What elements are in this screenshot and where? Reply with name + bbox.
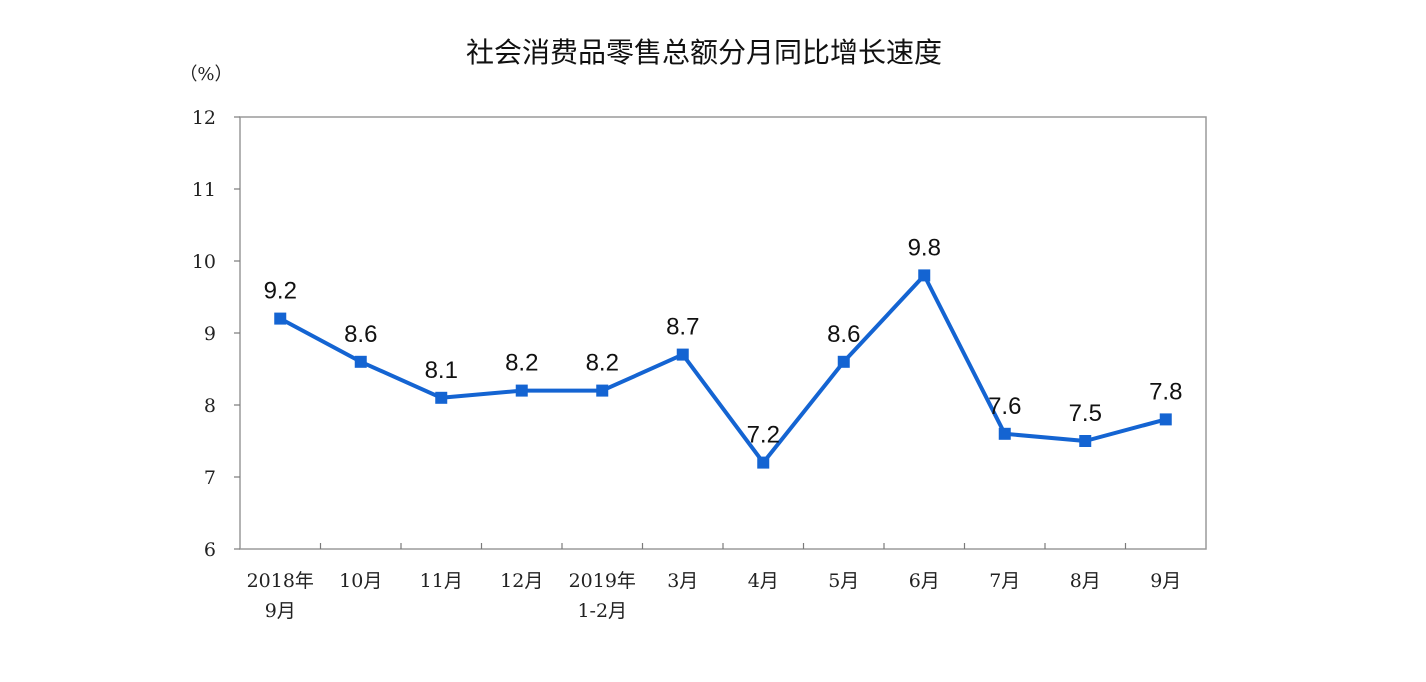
data-label-6: 7.2 (747, 422, 780, 449)
y-tick-label-0: 6 (204, 539, 216, 561)
x-tick-label-5: 3月 (667, 570, 698, 592)
data-point-5 (676, 348, 689, 361)
data-label-7: 8.6 (827, 321, 860, 348)
data-label-4: 8.2 (586, 350, 619, 377)
data-labels: 9.2 8.6 8.1 8.2 8.2 8.7 7.2 8.6 9.8 7.6 7.5 7.8 (264, 234, 1183, 448)
y-tick-label-1: 7 (204, 467, 216, 489)
data-label-5: 8.7 (666, 314, 699, 341)
chart-title: 社会消费品零售总额分月同比增长速度 (466, 36, 942, 69)
x-tick-label-4-line-1: 1-2月 (577, 600, 627, 622)
x-tick-label-1: 10月 (339, 570, 382, 592)
x-tick-label-0-line-0: 2018年 (247, 570, 314, 592)
x-tick-label-6: 4月 (748, 570, 779, 592)
data-point-8 (918, 269, 931, 282)
data-point-4 (596, 384, 609, 397)
y-tick-label-3: 9 (204, 323, 216, 345)
data-point-2 (435, 391, 448, 404)
data-point-1 (354, 355, 367, 368)
data-label-0: 9.2 (264, 278, 297, 305)
series-line-0 (278, 273, 1168, 465)
data-label-8: 9.8 (908, 234, 941, 261)
y-tick-label-6: 12 (192, 107, 216, 129)
y-tick-label-5: 11 (192, 179, 216, 201)
data-point-6 (757, 456, 770, 469)
series-layer (274, 269, 1172, 469)
x-tick-label-11: 9月 (1150, 570, 1181, 592)
data-point-3 (515, 384, 528, 397)
x-tick-label-2: 11月 (420, 570, 463, 592)
y-tick-label-4: 10 (192, 251, 216, 273)
y-tick-label-2: 8 (204, 395, 216, 417)
plot-area-frame (239, 116, 1207, 550)
x-tick-label-7: 5月 (828, 570, 859, 592)
axis-ticks: 6 7 8 9 10 11 12 2018年 9月 10月 11月 12月 2019年 1-2月 3月 4月 5… (192, 107, 1181, 622)
x-tick-label-8: 6月 (909, 570, 940, 592)
data-label-10: 7.5 (1069, 400, 1102, 427)
data-label-9: 7.6 (988, 393, 1021, 420)
data-label-11: 7.8 (1149, 378, 1182, 405)
x-tick-label-4-line-0: 2019年 (569, 570, 636, 592)
data-point-10 (1079, 435, 1092, 447)
x-tick-label-0-line-1: 9月 (265, 600, 296, 622)
data-point-7 (837, 355, 850, 368)
data-point-0 (274, 312, 287, 325)
data-label-1: 8.6 (344, 321, 377, 348)
x-tick-label-10: 8月 (1070, 570, 1101, 592)
data-label-3: 8.2 (505, 350, 538, 377)
x-tick-label-3: 12月 (500, 570, 543, 592)
data-label-2: 8.1 (425, 357, 458, 384)
x-tick-label-9: 7月 (989, 570, 1020, 592)
data-point-9 (998, 427, 1011, 440)
data-point-11 (1159, 413, 1172, 426)
y-axis-unit: （%） (179, 64, 232, 85)
